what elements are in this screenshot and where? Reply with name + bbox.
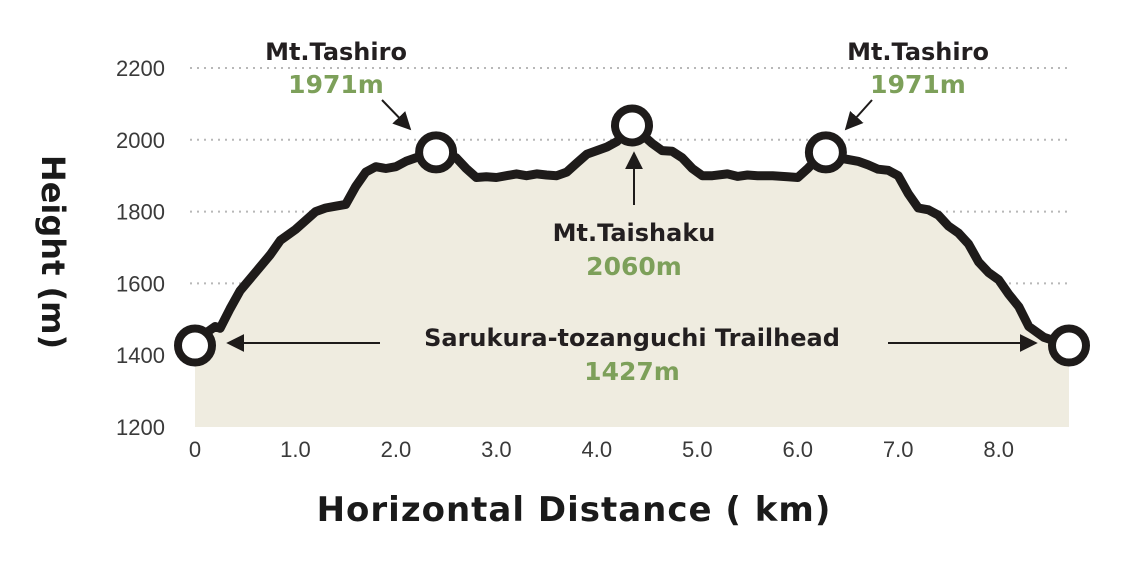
trailhead-elevation: 1427m [584,357,680,386]
x-tick-label: 8.0 [983,437,1014,462]
x-axis-title: Horizontal Distance ( km) [317,490,832,530]
peak-1-name: Mt.Tashiro [265,38,407,66]
x-tick-label: 5.0 [682,437,713,462]
y-tick-label: 1200 [116,415,165,440]
annotations: Mt.Tashiro 1971m Mt.Taishaku 2060m Mt.Ta… [226,38,1038,386]
peak-3-name: Mt.Tashiro [847,38,989,66]
peak-1-marker [415,131,458,174]
y-axis-title: Height (m) [34,155,72,349]
trailhead-name: Sarukura-tozanguchi Trailhead [424,324,840,352]
peak-2-elevation: 2060m [586,252,682,281]
x-tick-label: 0 [189,437,201,462]
peak-3-marker [804,131,847,174]
peak-3-elevation: 1971m [870,70,966,99]
peak-2-marker [611,104,653,147]
peak-2-name: Mt.Taishaku [553,219,716,247]
x-tick-label: 2.0 [381,437,412,462]
profile-area [195,125,1069,428]
y-axis-ticks: 1200 1400 1600 1800 2000 2200 [116,56,165,440]
x-tick-label: 6.0 [782,437,813,462]
y-tick-label: 1400 [116,343,165,368]
x-axis-ticks: 0 1.0 2.0 3.0 4.0 5.0 6.0 7.0 8.0 [189,437,1014,462]
x-tick-label: 3.0 [481,437,512,462]
peak-3-arrow [844,99,873,131]
x-tick-label: 4.0 [582,437,613,462]
y-tick-label: 1600 [116,271,165,296]
x-tick-label: 1.0 [280,437,311,462]
point-markers [174,104,1090,367]
y-tick-label: 2000 [116,128,165,153]
y-tick-label: 2200 [116,56,165,81]
y-tick-label: 1800 [116,200,165,225]
trailhead-start-marker [174,324,216,367]
peak-1-elevation: 1971m [288,70,384,99]
trailhead-end-marker [1048,324,1090,367]
peak-1-arrow [381,99,412,131]
x-tick-label: 7.0 [883,437,914,462]
